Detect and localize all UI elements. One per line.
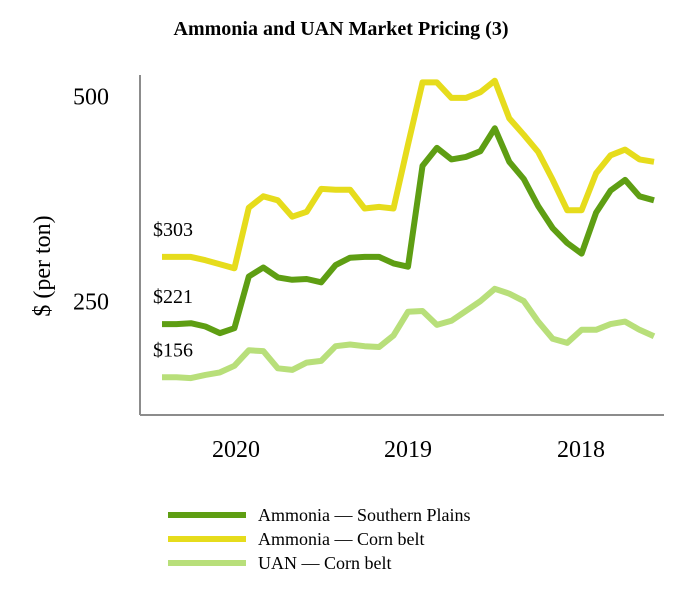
- x-tick-label: 2020: [212, 437, 260, 463]
- x-tick-label: 2019: [384, 437, 432, 463]
- legend-label: Ammonia — Southern Plains: [258, 504, 471, 525]
- y-tick-label: 250: [73, 289, 109, 315]
- axes: 250 500 2020 2019 2018: [73, 75, 664, 463]
- legend-item: Ammonia — Corn belt: [168, 527, 471, 551]
- y-tick-label: 500: [73, 84, 109, 110]
- series-line-ammonia-southern-plains: [162, 125, 655, 337]
- legend-item: Ammonia — Southern Plains: [168, 503, 471, 527]
- y-axis-label: $ (per ton): [30, 215, 56, 316]
- start-value-label: $303: [153, 219, 193, 241]
- legend-label: UAN — Corn belt: [258, 552, 392, 573]
- series-layer: [162, 77, 656, 382]
- legend-swatch-ammonia-corn-belt: [168, 536, 246, 542]
- series-line-uan-corn-belt: [162, 285, 656, 382]
- legend-item: UAN — Corn belt: [168, 551, 471, 575]
- legend-label: Ammonia — Corn belt: [258, 528, 425, 549]
- labels-layer: $303 $221 $156: [153, 219, 193, 361]
- legend: Ammonia — Southern Plains Ammonia — Corn…: [168, 503, 471, 575]
- start-value-label: $156: [153, 339, 193, 361]
- legend-swatch-uan-corn-belt: [168, 560, 246, 566]
- x-tick-label: 2018: [557, 437, 605, 463]
- series-line-ammonia-corn-belt: [162, 77, 655, 272]
- start-value-label: $221: [153, 286, 193, 308]
- legend-swatch-ammonia-southern-plains: [168, 512, 246, 518]
- chart-title: Ammonia and UAN Market Pricing (3): [173, 18, 509, 40]
